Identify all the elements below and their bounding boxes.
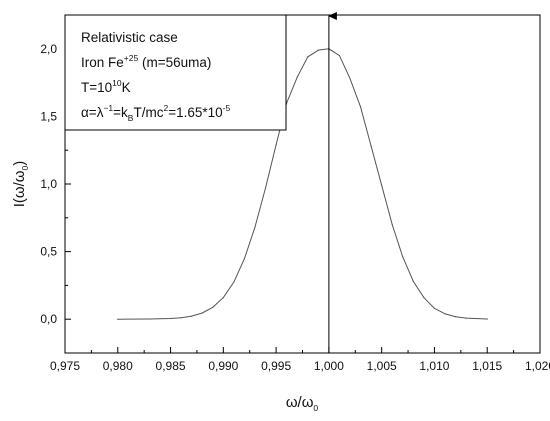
x-tick-label: 1,005 — [367, 359, 397, 373]
x-tick-label: 0,990 — [208, 359, 238, 373]
data-point — [412, 280, 414, 282]
x-tick-label: 0,985 — [156, 359, 186, 373]
data-point — [317, 49, 319, 51]
data-point — [117, 318, 119, 320]
data-point — [233, 281, 235, 283]
x-tick-label: 0,995 — [261, 359, 291, 373]
data-point — [180, 317, 182, 319]
data-point — [275, 144, 277, 146]
series-line — [117, 48, 488, 320]
data-point — [338, 54, 341, 57]
data-point — [148, 318, 151, 320]
data-point — [454, 316, 457, 318]
data-point — [370, 145, 372, 147]
legend-frame — [64, 14, 287, 131]
data-point — [402, 256, 404, 258]
data-point — [296, 76, 298, 78]
x-axis-ticks: 0,975 0,980 0,985 0,990 0,995 1,000 1,005 1,010… — [50, 347, 550, 373]
data-point — [254, 226, 256, 228]
data-point — [391, 223, 393, 226]
legend-line-3: T=1010K — [81, 78, 131, 95]
data-point — [349, 77, 351, 80]
y-tick-label: 1,5 — [40, 109, 57, 123]
x-tick-label: 0,980 — [103, 359, 133, 373]
legend-line-2: Iron Fe+25 (m=56uma) — [81, 53, 211, 70]
y-tick-label: 0,5 — [40, 245, 57, 259]
data-point — [444, 313, 446, 315]
y-tick-label: 1,0 — [40, 177, 57, 191]
data-point — [201, 312, 203, 314]
legend-line-4: α=λ−1=kBT/mc2=1.65*10-5 — [81, 103, 230, 123]
y-tick-label: 0,0 — [40, 312, 57, 326]
data-point — [307, 56, 309, 58]
data-point — [486, 318, 488, 320]
x-tick-label: 1,000 — [314, 359, 344, 373]
data-point — [222, 296, 224, 299]
legend-line-1: Relativistic case — [81, 30, 178, 45]
x-axis-title: ω/ω0 — [286, 394, 319, 413]
data-point — [264, 187, 267, 189]
legend-box: Relativistic case Iron Fe+25 (m=56uma) T… — [64, 14, 287, 131]
data-point — [433, 307, 436, 309]
data-point — [423, 296, 425, 299]
x-tick-label: 1,010 — [419, 359, 449, 373]
data-point — [359, 106, 362, 108]
data-point — [381, 184, 383, 186]
data-point — [191, 315, 193, 317]
x-tick-label: 0,975 — [50, 359, 80, 373]
data-point — [243, 258, 246, 260]
data-point — [212, 306, 214, 308]
data-point — [465, 317, 467, 319]
x-tick-label: 1,020 — [525, 359, 550, 373]
y-axis-title: I(ω/ω0) — [11, 161, 30, 208]
y-tick-label: 2,0 — [40, 42, 57, 56]
data-point — [169, 317, 172, 320]
x-tick-label: 1,015 — [472, 359, 502, 373]
